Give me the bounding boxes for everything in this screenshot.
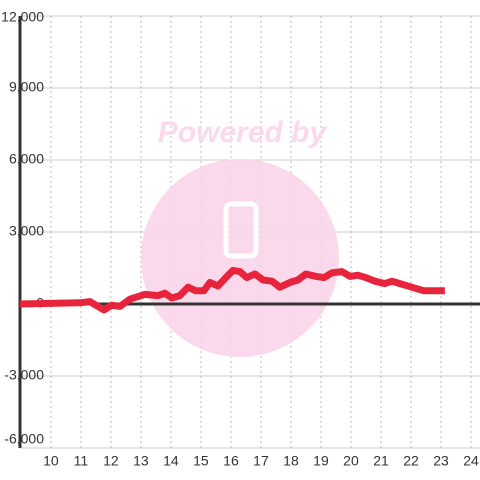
x-tick-label: 16 [223, 453, 239, 469]
watermark-icon [223, 201, 259, 259]
x-tick-label: 15 [193, 453, 209, 469]
x-tick-label: 18 [283, 453, 299, 469]
y-tick-label: 6,000 [9, 151, 44, 167]
watermark-text: Powered by [158, 116, 328, 149]
x-tick-label: 13 [133, 453, 149, 469]
x-tick-label: 10 [43, 453, 59, 469]
x-tick-label: 21 [373, 453, 389, 469]
x-tick-label: 22 [403, 453, 419, 469]
line-series [19, 266, 445, 314]
x-tick-label: 14 [163, 453, 179, 469]
x-tick-label: 19 [313, 453, 329, 469]
watermark: Powered by [141, 116, 339, 357]
x-tick-label: 24 [463, 453, 479, 469]
x-tick-label: 12 [103, 453, 119, 469]
y-tick-label: -3,000 [4, 367, 44, 383]
y-tick-label: 3,000 [9, 223, 44, 239]
y-tick-label: 9,000 [9, 79, 44, 95]
x-tick-label: 23 [433, 453, 449, 469]
x-tick-label: 20 [343, 453, 359, 469]
y-tick-label: -6,000 [4, 431, 44, 447]
x-tick-label: 11 [74, 453, 89, 469]
x-tick-label: 17 [253, 453, 269, 469]
y-tick-label: 12,000 [1, 9, 44, 25]
